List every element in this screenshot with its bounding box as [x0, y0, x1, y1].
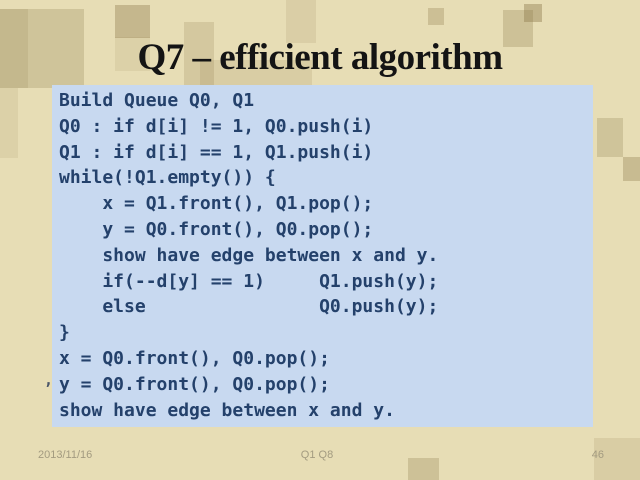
slide-title: Q7 – efficient algorithm — [137, 37, 503, 78]
code-block: Build Queue Q0, Q1 Q0 : if d[i] != 1, Q0… — [52, 85, 593, 427]
decor-square — [594, 438, 640, 480]
decor-square — [408, 458, 439, 480]
decor-square — [200, 60, 312, 85]
footer-label: Q1 Q8 — [300, 449, 334, 461]
decor-square — [503, 10, 533, 47]
footer-date: 2013/11/16 — [38, 449, 93, 461]
decor-square — [0, 88, 18, 158]
decor-square — [0, 9, 28, 88]
stray-mark: ‚ — [44, 371, 54, 389]
decor-square — [115, 5, 150, 38]
decor-square — [115, 37, 150, 71]
footer-page-number: 46 — [591, 449, 604, 461]
decor-square — [524, 4, 542, 22]
decor-square — [0, 9, 84, 88]
decor-square — [597, 118, 623, 157]
decor-square — [286, 0, 316, 43]
decor-square — [428, 8, 444, 25]
decor-square — [623, 157, 640, 181]
